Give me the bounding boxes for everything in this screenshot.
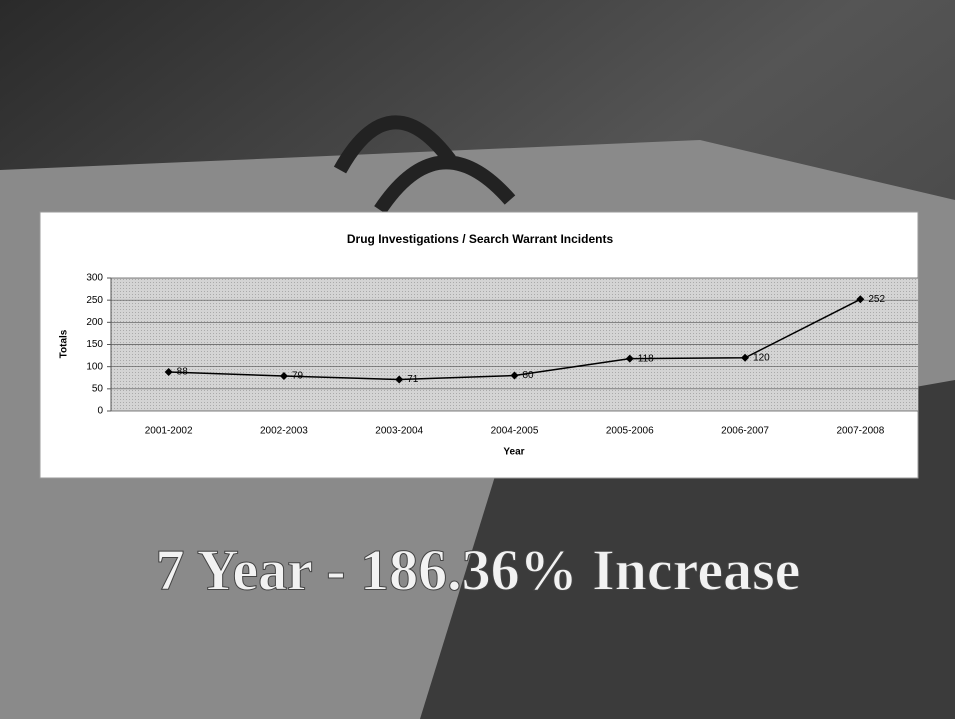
x-tick-label: 2002-2003 xyxy=(260,426,308,437)
marker xyxy=(395,375,404,384)
y-tick-label: 250 xyxy=(86,295,103,306)
data-label: 71 xyxy=(407,374,419,385)
y-axis-label: Totals xyxy=(59,329,70,358)
data-label: 120 xyxy=(753,352,770,363)
data-label: 80 xyxy=(523,370,535,381)
data-label: 118 xyxy=(638,353,654,364)
x-tick-label: 2003-2004 xyxy=(375,426,423,437)
x-tick-label: 2006-2007 xyxy=(721,426,769,437)
binder-ring xyxy=(333,115,456,174)
y-tick-label: 100 xyxy=(86,361,103,372)
y-tick-label: 50 xyxy=(92,383,104,394)
marker xyxy=(856,295,865,304)
marker xyxy=(625,354,634,363)
y-tick-label: 300 xyxy=(86,273,103,284)
x-axis-label: Year xyxy=(503,447,524,458)
marker xyxy=(510,371,519,380)
binder-ring xyxy=(374,155,516,214)
x-tick-label: 2001-2002 xyxy=(145,426,193,437)
marker xyxy=(741,353,750,362)
x-tick-label: 2005-2006 xyxy=(606,426,654,437)
chart-title: Drug Investigations / Search Warrant Inc… xyxy=(347,232,614,246)
marker xyxy=(279,371,288,380)
data-label: 252 xyxy=(868,294,885,305)
marker xyxy=(164,367,173,376)
y-tick-label: 0 xyxy=(97,406,103,417)
x-tick-label: 2007-2008 xyxy=(836,426,884,437)
y-tick-label: 200 xyxy=(86,317,103,328)
data-label: 88 xyxy=(177,367,189,378)
x-tick-label: 2004-2005 xyxy=(491,426,539,437)
caption: 7 Year - 186.36% Increase xyxy=(156,537,801,602)
data-label: 79 xyxy=(292,371,304,382)
y-tick-label: 150 xyxy=(86,339,103,350)
